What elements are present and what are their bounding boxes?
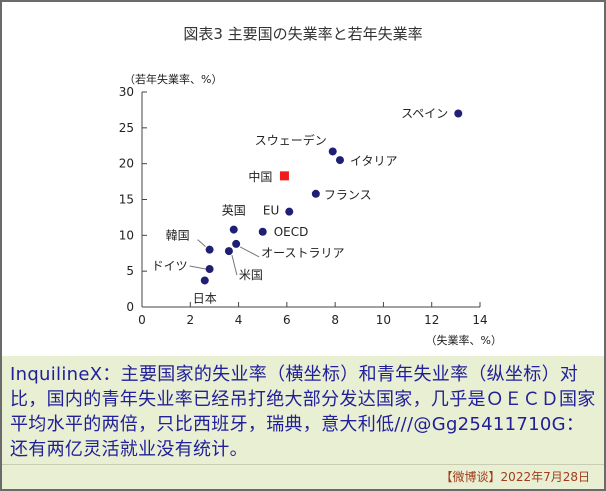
caption-text: InquilineX：主要国家的失业率（横坐标）和青年失业率（纵坐标）对比，国内…	[10, 364, 596, 460]
data-point	[311, 189, 320, 198]
y-axis-label: （若年失業率、%）	[124, 72, 222, 86]
x-tick-label: 10	[376, 313, 391, 327]
data-point	[200, 276, 209, 285]
x-tick-label: 2	[186, 313, 194, 327]
point-leader-line	[239, 246, 260, 258]
data-point	[328, 147, 337, 156]
y-tick-label: 25	[119, 121, 134, 135]
point-label: 韓国	[166, 229, 190, 243]
y-tick-label: 20	[119, 157, 134, 171]
y-tick-label: 30	[119, 85, 134, 99]
caption-panel: InquilineX：主要国家的失业率（横坐标）和青年失业率（纵坐标）对比，国内…	[2, 356, 604, 464]
point-label: 英国	[222, 204, 246, 218]
point-leader-line	[197, 239, 206, 248]
point-label: スペイン	[401, 107, 448, 121]
point-label: OECD	[274, 225, 309, 239]
x-tick-label: 8	[331, 313, 339, 327]
scatter-chart: 図表3 主要国の失業率と若年失業率 0 5 10 15 20 25 30 0 2 4 6 8 10 12 14…	[119, 25, 502, 347]
data-point	[258, 227, 267, 236]
data-point	[454, 109, 463, 118]
y-tick-label: 0	[126, 300, 134, 314]
data-point	[335, 156, 344, 165]
x-tick-label: 4	[235, 313, 243, 327]
point-label: イタリア	[350, 154, 398, 168]
data-point	[232, 239, 241, 248]
point-label: 米国	[239, 268, 263, 282]
x-axis-label: （失業率、%）	[426, 333, 502, 347]
point-label: 中国	[248, 169, 272, 184]
x-tick-label: 14	[472, 313, 487, 327]
point-leader-line	[231, 254, 238, 276]
point-leader-line	[189, 265, 206, 270]
data-point-china	[279, 171, 289, 181]
y-tick-label: 15	[119, 193, 134, 207]
data-point	[224, 247, 233, 256]
x-tick-label: 6	[283, 313, 291, 327]
point-label: フランス	[324, 188, 372, 202]
chart-area: 図表3 主要国の失業率と若年失業率 0 5 10 15 20 25 30 0 2 4 6 8 10 12 14…	[2, 2, 604, 356]
point-label: EU	[263, 204, 279, 218]
chart-title: 図表3 主要国の失業率と若年失業率	[183, 25, 422, 43]
data-point	[285, 207, 294, 216]
data-point	[229, 225, 238, 234]
x-tick-label: 0	[138, 313, 146, 327]
point-label: スウェーデン	[255, 132, 327, 147]
footer-source-date: 【微博谈】2022年7月28日	[440, 470, 590, 484]
y-tick-label: 10	[119, 228, 134, 242]
point-label: オーストラリア	[261, 246, 344, 260]
footer-bar: 【微博谈】2022年7月28日	[2, 464, 604, 489]
y-tick-label: 5	[126, 264, 134, 278]
x-tick-label: 12	[424, 313, 439, 327]
data-point	[205, 245, 214, 254]
data-point	[205, 265, 214, 274]
point-label: ドイツ	[152, 259, 188, 273]
point-label: 日本	[193, 291, 217, 305]
